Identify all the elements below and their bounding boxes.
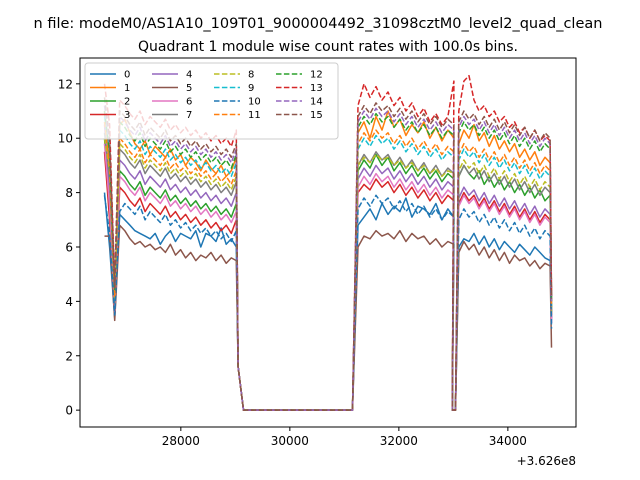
legend-label: 11 xyxy=(248,110,261,121)
axes-frame xyxy=(79,57,577,428)
plot-area xyxy=(103,74,553,411)
series-line-11 xyxy=(103,121,553,411)
legend-label: 6 xyxy=(186,97,192,108)
chart-title: Quadrant 1 module wise count rates with … xyxy=(138,39,518,55)
series-line-10 xyxy=(103,194,553,411)
series-line-12 xyxy=(103,110,553,411)
figure-suptitle: n file: modeM0/AS1A10_109T01_9000004492_… xyxy=(34,16,603,32)
series-line-0 xyxy=(103,192,553,411)
y-tick-label: 12 xyxy=(58,77,73,91)
legend-label: 9 xyxy=(248,83,254,94)
legend-label: 0 xyxy=(124,70,130,81)
series-line-8 xyxy=(103,138,553,411)
y-tick-label: 10 xyxy=(58,132,73,146)
legend-label: 4 xyxy=(186,70,192,81)
legend-label: 10 xyxy=(248,97,261,108)
x-tick-label: 28000 xyxy=(162,434,200,448)
series-line-2 xyxy=(103,138,553,411)
series-line-6 xyxy=(103,143,553,411)
legend-label: 15 xyxy=(310,110,323,121)
series-line-5 xyxy=(104,224,553,411)
y-tick-label: 6 xyxy=(65,240,73,254)
legend-label: 5 xyxy=(186,83,192,94)
y-tick-label: 4 xyxy=(65,295,73,309)
series-line-1 xyxy=(103,110,553,411)
x-tick-label: 34000 xyxy=(489,434,527,448)
x-offset-label: +3.626e8 xyxy=(517,454,576,468)
legend-box xyxy=(84,62,339,140)
y-tick-label: 0 xyxy=(65,404,73,418)
legend-label: 1 xyxy=(124,83,130,94)
series-line-3 xyxy=(103,151,553,411)
legend-label: 12 xyxy=(310,70,323,81)
series-line-4 xyxy=(103,124,553,411)
legend-label: 8 xyxy=(248,70,254,81)
series-line-9 xyxy=(103,116,553,411)
legend-label: 14 xyxy=(310,97,323,108)
y-tick-label: 2 xyxy=(65,349,73,363)
y-axis: 0 2 4 6 8 10 12 xyxy=(58,77,80,418)
y-tick-label: 8 xyxy=(65,186,73,200)
legend-label: 3 xyxy=(124,110,130,121)
x-tick-label: 32000 xyxy=(380,434,418,448)
legend-label: 7 xyxy=(186,110,192,121)
legend-label: 2 xyxy=(124,97,130,108)
series-line-14 xyxy=(103,105,553,411)
series-line-7 xyxy=(103,132,553,411)
x-axis: 28000 30000 32000 34000 xyxy=(162,427,527,448)
x-tick-label: 30000 xyxy=(271,434,309,448)
legend-label: 13 xyxy=(310,83,323,94)
